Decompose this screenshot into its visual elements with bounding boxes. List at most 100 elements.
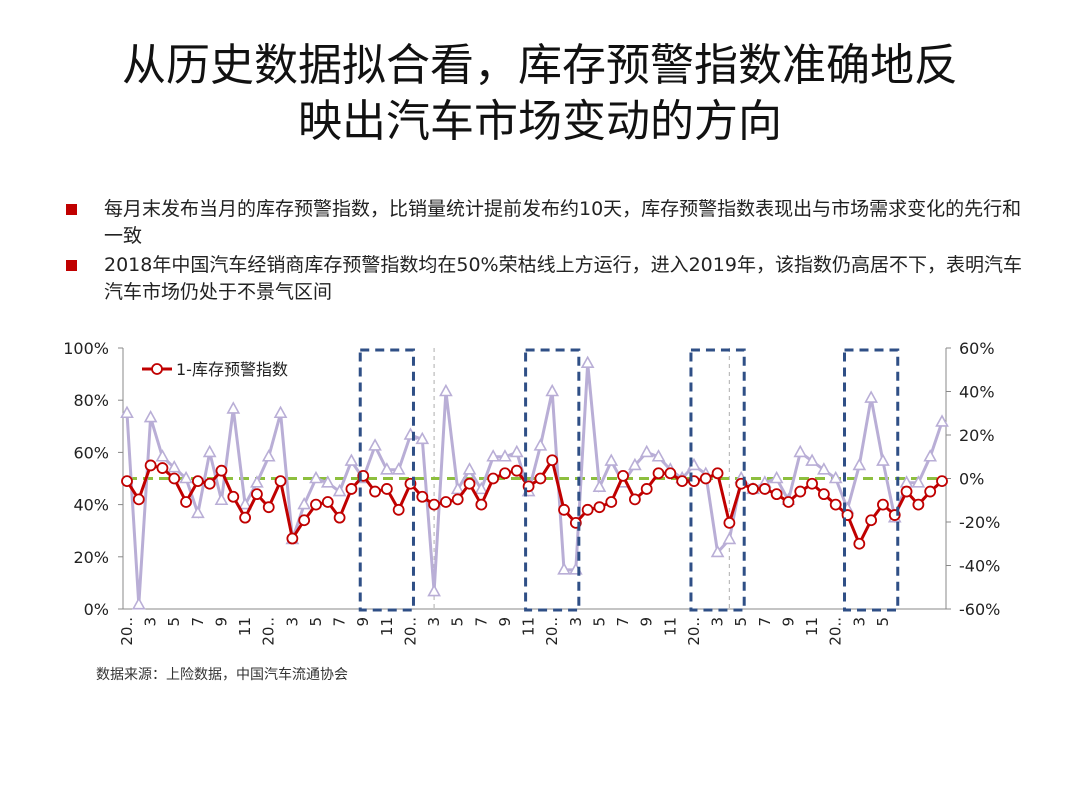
index-series-point <box>546 454 559 467</box>
x-axis-tick-label: 9 <box>212 617 230 627</box>
right-axis-tick-label: 20% <box>959 426 995 445</box>
x-axis-tick-label: 7 <box>472 617 490 627</box>
secondary-series-point <box>332 483 347 497</box>
index-series-point <box>617 469 629 482</box>
slide-title-line1: 从历史数据拟合看，库存预警指数准确地反 <box>122 40 958 91</box>
left-axis-tick-label: 100% <box>63 339 109 358</box>
x-axis-tick-label: 7 <box>189 617 207 627</box>
secondary-series-point <box>261 449 276 462</box>
secondary-series-point <box>580 355 595 369</box>
index-series-point <box>310 498 322 511</box>
index-series-point <box>416 490 429 503</box>
secondary-series-point <box>143 409 158 423</box>
secondary-series-point <box>498 449 512 462</box>
x-axis-tick-label: 9 <box>354 617 372 627</box>
index-series-point <box>274 475 287 488</box>
x-axis-tick-label: 20.. <box>685 617 703 646</box>
bullet-list: 每月末发布当月的库存预警指数，比销量统计提前发布约10天，库存预警指数表现出与市… <box>62 196 1022 308</box>
index-series-point <box>640 483 653 495</box>
index-series-point <box>392 503 405 516</box>
index-series-point <box>829 498 842 511</box>
index-series-point <box>664 467 677 480</box>
secondary-series-point <box>344 453 359 466</box>
index-series-point <box>227 490 240 503</box>
secondary-series-point <box>864 390 878 403</box>
index-series-point <box>711 467 724 480</box>
index-series-point <box>558 503 570 516</box>
index-series-point <box>333 511 346 524</box>
right-axis-tick-label: -60% <box>959 600 1000 619</box>
x-axis-tick-label: 11 <box>236 617 254 636</box>
secondary-series-point <box>120 405 134 419</box>
index-series-point <box>156 462 169 474</box>
slide-title: 从历史数据拟合看，库存预警指数准确地反 映出汽车市场变动的方向 <box>40 38 1040 150</box>
x-axis-tick-label: 7 <box>331 617 349 627</box>
secondary-series-point <box>427 583 441 597</box>
index-series-point <box>251 488 263 501</box>
index-series-point <box>168 472 181 485</box>
legend-circle-marker <box>151 363 163 375</box>
index-series-point <box>180 496 192 508</box>
legend-label: 1-库存预警指数 <box>176 360 288 379</box>
secondary-series-point <box>533 438 548 451</box>
secondary-series-point <box>935 414 949 427</box>
x-axis-tick-label: 7 <box>756 617 774 627</box>
index-series-point <box>758 483 771 495</box>
secondary-series-point <box>202 444 217 458</box>
x-axis-tick-label: 20.. <box>543 617 561 646</box>
index-series-point <box>912 498 925 511</box>
index-series-point <box>877 498 889 511</box>
secondary-series-point <box>651 449 666 462</box>
secondary-series-point <box>817 462 831 475</box>
slide-title-line2: 映出汽车市场变动的方向 <box>298 96 782 147</box>
secondary-series-point <box>923 449 938 462</box>
secondary-series-point <box>214 492 229 506</box>
secondary-series-point <box>509 444 524 458</box>
secondary-series-point <box>391 462 406 475</box>
secondary-series-point <box>297 496 312 510</box>
index-series-point <box>628 493 641 506</box>
index-series-point <box>321 496 334 508</box>
bullet-text-2: 2018年中国汽车经销商库存预警指数均在50%荣枯线上方运行，进入2019年，该… <box>104 254 1022 303</box>
left-axis-tick-label: 40% <box>73 496 109 515</box>
x-axis-tick-label: 3 <box>709 617 727 627</box>
secondary-series-point <box>462 462 477 475</box>
bullet-square-icon <box>66 260 77 271</box>
left-axis-tick-label: 80% <box>73 391 109 410</box>
secondary-series-point <box>273 405 288 419</box>
secondary-series-point <box>179 470 193 484</box>
highlight-box <box>358 348 415 612</box>
x-axis-tick-label: 5 <box>307 617 325 627</box>
index-series-point <box>215 464 228 477</box>
secondary-series-point <box>226 401 241 414</box>
secondary-series-point <box>876 453 890 466</box>
index-series-point <box>794 485 807 498</box>
x-axis-tick-label: 5 <box>165 617 183 627</box>
secondary-series-point <box>155 449 170 462</box>
secondary-series-point <box>852 457 867 471</box>
x-axis-tick-label: 9 <box>638 617 656 627</box>
bullet-text-1: 每月末发布当月的库存预警指数，比销量统计提前发布约10天，库存预警指数表现出与市… <box>104 198 1022 247</box>
right-axis-tick-label: 0% <box>959 470 984 489</box>
secondary-series-point <box>368 438 382 451</box>
index-series-point <box>900 485 913 498</box>
x-axis-tick-label: 11 <box>520 617 538 636</box>
highlight-box <box>689 348 746 612</box>
inventory-index-chart: 0% 20% 40% 60% 80% 100% -60% -40% -20% 0% 20% 40% 60… <box>50 300 1040 665</box>
index-series-point <box>203 477 216 490</box>
data-source-note: 数据来源：上险数据，中国汽车流通协会 <box>96 667 348 683</box>
secondary-series-point <box>250 475 264 488</box>
secondary-series-point <box>450 481 465 495</box>
secondary-series-point <box>545 383 560 397</box>
chart-canvas: 0% 20% 40% 60% 80% 100% -60% -40% -20% 0% 20% 40% 60… <box>63 339 1000 646</box>
index-series-point <box>463 477 476 490</box>
x-axis-tick-label: 5 <box>590 617 608 627</box>
index-series-point <box>262 501 275 514</box>
index-series-point <box>652 467 665 480</box>
index-series-point <box>451 493 464 506</box>
index-series-point <box>723 516 736 529</box>
secondary-series-point <box>793 444 808 458</box>
index-series-point <box>380 483 393 495</box>
secondary-series-point <box>415 431 430 445</box>
left-axis-tick-label: 60% <box>73 443 109 462</box>
